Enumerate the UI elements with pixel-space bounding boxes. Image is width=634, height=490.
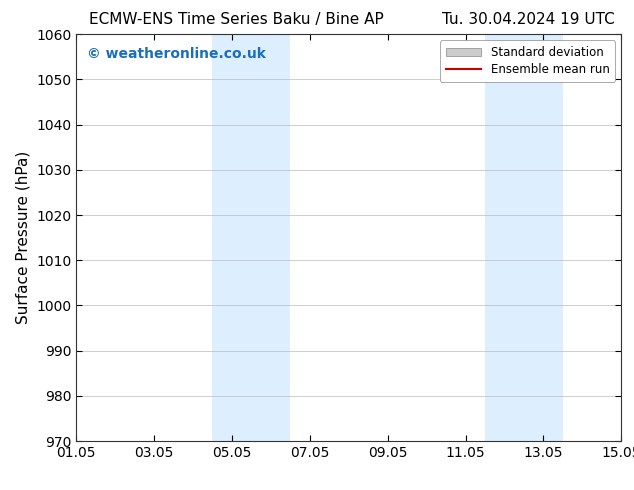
Text: Tu. 30.04.2024 19 UTC: Tu. 30.04.2024 19 UTC: [443, 12, 615, 27]
Text: ECMW-ENS Time Series Baku / Bine AP: ECMW-ENS Time Series Baku / Bine AP: [89, 12, 384, 27]
Legend: Standard deviation, Ensemble mean run: Standard deviation, Ensemble mean run: [440, 40, 616, 81]
Text: © weatheronline.co.uk: © weatheronline.co.uk: [87, 47, 266, 60]
Bar: [485, 34, 563, 441]
Y-axis label: Surface Pressure (hPa): Surface Pressure (hPa): [15, 151, 30, 324]
Bar: [212, 34, 290, 441]
